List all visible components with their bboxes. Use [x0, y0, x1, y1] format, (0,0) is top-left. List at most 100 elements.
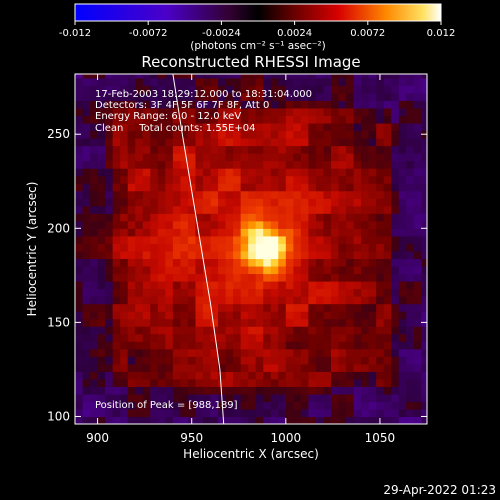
- heatmap-cell: [338, 348, 347, 357]
- heatmap-cell: [112, 175, 121, 184]
- heatmap-cell: [398, 168, 407, 177]
- heatmap-cell: [398, 386, 407, 395]
- heatmap-cell: [338, 220, 347, 229]
- heatmap-cell: [135, 311, 144, 320]
- heatmap-cell: [203, 115, 212, 124]
- heatmap-cell: [218, 92, 227, 101]
- heatmap-cell: [308, 303, 317, 312]
- heatmap-cell: [157, 107, 166, 116]
- heatmap-cell: [165, 378, 174, 387]
- heatmap-cell: [210, 333, 219, 342]
- heatmap-cell: [225, 92, 234, 101]
- heatmap-cell: [413, 393, 422, 403]
- heatmap-cell: [127, 296, 136, 305]
- heatmap-cell: [376, 265, 385, 275]
- heatmap-cell: [361, 85, 370, 94]
- heatmap-cell: [75, 303, 84, 312]
- heatmap-cell: [293, 341, 302, 350]
- heatmap-cell: [90, 115, 99, 124]
- heatmap-cell: [285, 77, 294, 86]
- heatmap-cell: [210, 205, 219, 214]
- heatmap-cell: [112, 160, 121, 169]
- heatmap-cell: [248, 273, 257, 282]
- heatmap-cell: [406, 258, 415, 267]
- heatmap-cell: [346, 386, 355, 395]
- heatmap-cell: [398, 258, 407, 267]
- heatmap-cell: [157, 74, 166, 79]
- heatmap-cell: [368, 303, 377, 312]
- heatmap-cell: [315, 85, 325, 94]
- heatmap-cell: [263, 273, 272, 282]
- heatmap-cell: [225, 160, 234, 169]
- heatmap-cell: [285, 213, 294, 222]
- heatmap-cell: [187, 378, 197, 387]
- heatmap-cell: [263, 107, 272, 116]
- x-tick-label: 900: [86, 431, 109, 445]
- heatmap-cell: [210, 318, 219, 327]
- heatmap-cell: [413, 311, 422, 320]
- heatmap-cell: [413, 296, 422, 305]
- heatmap-cell: [293, 190, 302, 199]
- heatmap-cell: [75, 356, 84, 365]
- heatmap-cell: [97, 85, 106, 94]
- heatmap-cell: [353, 77, 362, 86]
- heatmap-cell: [127, 326, 136, 335]
- heatmap-cell: [278, 408, 287, 418]
- heatmap-cell: [293, 311, 302, 320]
- heatmap-cell: [315, 115, 325, 124]
- heatmap-cell: [75, 296, 84, 305]
- heatmap-cell: [210, 168, 219, 177]
- heatmap-cell: [315, 198, 325, 207]
- heatmap-cell: [112, 265, 121, 275]
- heatmap-cell: [315, 250, 325, 260]
- heatmap-cell: [331, 356, 340, 365]
- heatmap-cell: [346, 250, 355, 260]
- heatmap-cell: [270, 175, 279, 184]
- heatmap-cell: [172, 348, 182, 357]
- heatmap-cell: [90, 303, 99, 312]
- heatmap-cell: [315, 213, 325, 222]
- heatmap-cell: [248, 378, 257, 387]
- heatmap-cell: [218, 250, 227, 260]
- heatmap-cell: [406, 145, 415, 154]
- heatmap-cell: [150, 74, 159, 79]
- heatmap-cell: [308, 85, 317, 94]
- heatmap-cell: [398, 280, 407, 290]
- heatmap-cell: [172, 122, 182, 132]
- heatmap-cell: [127, 243, 136, 252]
- heatmap-cell: [150, 198, 159, 207]
- heatmap-cell: [75, 168, 84, 177]
- heatmap-cell: [120, 130, 129, 139]
- heatmap-cell: [391, 296, 400, 305]
- heatmap-cell: [278, 348, 287, 357]
- heatmap-cell: [172, 85, 182, 94]
- heatmap-cell: [293, 250, 302, 260]
- heatmap-cell: [315, 408, 325, 418]
- heatmap-cell: [120, 160, 129, 169]
- heatmap-cell: [142, 303, 151, 312]
- heatmap-cell: [105, 378, 114, 387]
- heatmap-cell: [187, 130, 197, 139]
- heatmap-cell: [361, 280, 370, 290]
- heatmap-cell: [203, 401, 212, 410]
- heatmap-cell: [203, 341, 212, 350]
- heatmap-cell: [240, 408, 249, 418]
- heatmap-cell: [195, 205, 204, 214]
- heatmap-cell: [157, 115, 166, 124]
- heatmap-cell: [338, 288, 347, 297]
- heatmap-cell: [150, 333, 159, 342]
- heatmap-cell: [127, 92, 136, 101]
- heatmap-cell: [331, 115, 340, 124]
- heatmap-cell: [112, 198, 121, 207]
- heatmap-cell: [248, 296, 257, 305]
- heatmap-cell: [270, 220, 279, 229]
- heatmap-cell: [240, 280, 249, 290]
- heatmap-cell: [150, 416, 159, 424]
- heatmap-cell: [90, 130, 99, 139]
- heatmap-cell: [75, 408, 84, 418]
- heatmap-cell: [285, 160, 294, 169]
- heatmap-cell: [135, 371, 144, 380]
- heatmap-cell: [210, 311, 219, 320]
- heatmap-cell: [383, 198, 392, 207]
- heatmap-cell: [308, 145, 317, 154]
